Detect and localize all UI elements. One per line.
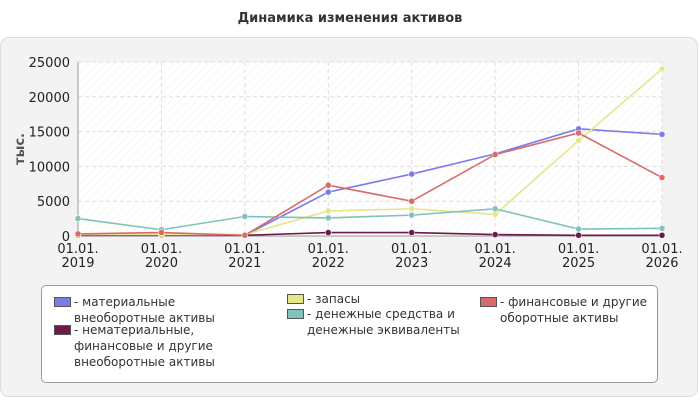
y-tick-label: 25000 — [29, 56, 70, 71]
x-tick-label: 01.01. 2021 — [224, 242, 265, 271]
x-tick-label: 01.01. 2022 — [308, 242, 349, 271]
legend-label: - финансовые и другие оборотные активы — [500, 295, 648, 325]
data-point — [491, 231, 499, 238]
data-point — [325, 229, 332, 236]
data-point — [408, 229, 415, 236]
data-point — [325, 214, 332, 222]
y-tick-label: 20000 — [29, 91, 70, 106]
x-tick-label: 01.01. 2025 — [558, 242, 599, 271]
x-tick-label: 01.01. 2020 — [141, 242, 182, 271]
data-point — [575, 232, 582, 239]
data-point — [74, 215, 82, 222]
data-point — [74, 230, 82, 238]
legend-swatch — [480, 297, 497, 307]
legend-label: - материальные внеоборотные активы — [74, 295, 215, 325]
legend-swatch — [287, 294, 304, 304]
x-tick-label: 01.01. 2019 — [57, 242, 98, 271]
x-tick-label: 01.01. 2023 — [391, 242, 432, 271]
y-tick-label: 15000 — [29, 126, 70, 141]
x-tick-label: 01.01. 2024 — [474, 242, 515, 271]
chart-legend: - материальные внеоборотные активы - нема… — [41, 285, 658, 383]
legend-swatch — [54, 325, 71, 335]
data-point — [575, 137, 582, 144]
data-point — [241, 213, 249, 220]
data-point — [325, 181, 332, 189]
y-axis-label: тыс. — [13, 133, 28, 165]
series-line — [77, 132, 663, 237]
series-4 — [74, 129, 666, 239]
data-point — [575, 129, 582, 137]
data-point — [408, 205, 415, 213]
legend-label: - нематериальные, финансовые и другие вн… — [74, 323, 215, 369]
data-point — [158, 229, 165, 236]
data-point — [658, 65, 666, 73]
data-point — [325, 188, 332, 196]
data-point — [658, 232, 666, 239]
data-point — [575, 225, 582, 233]
x-tick-label: 01.01. 2026 — [641, 242, 682, 271]
y-tick-label: 10000 — [29, 160, 70, 175]
data-point — [658, 174, 666, 181]
legend-label: - запасы — [307, 292, 361, 306]
data-point — [491, 151, 499, 158]
legend-swatch — [54, 297, 71, 307]
series-line — [77, 208, 663, 231]
y-tick-label: 0 — [62, 230, 70, 245]
data-point — [491, 205, 499, 213]
data-point — [491, 211, 499, 218]
data-point — [408, 170, 415, 178]
plot-hatch — [78, 62, 662, 236]
data-point — [408, 211, 415, 219]
series-line — [78, 68, 663, 236]
data-point — [241, 232, 249, 239]
data-point — [658, 131, 666, 138]
data-point — [408, 197, 415, 205]
chart-title: Динамика изменения активов — [237, 11, 463, 26]
y-tick-label: 5000 — [37, 195, 70, 210]
data-point — [658, 225, 666, 232]
data-point — [325, 207, 332, 215]
legend-label: - денежные средства и денежные эквивален… — [307, 307, 460, 337]
line-chart: 0 5000 10000 15000 20000 25000 01.01. 2019 01.01… — [13, 56, 683, 271]
legend-swatch — [287, 309, 304, 319]
